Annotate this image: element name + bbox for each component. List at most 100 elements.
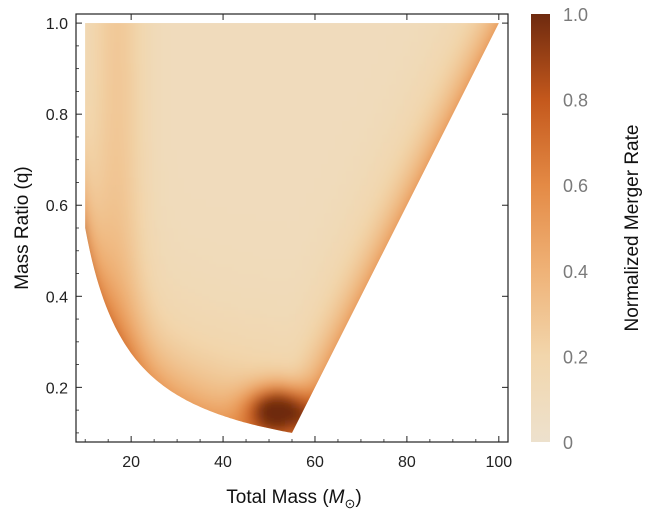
heatmap-cell (85, 92, 91, 101)
heatmap-cell (493, 249, 499, 258)
heatmap-cell (356, 299, 365, 308)
heatmap-cell (335, 356, 343, 365)
heatmap-cell (220, 149, 228, 158)
heatmap-cell (421, 213, 430, 222)
heatmap-cell (464, 370, 473, 379)
heatmap-cell (493, 199, 499, 208)
heatmap-cell (392, 220, 401, 229)
heatmap-cell (85, 192, 91, 201)
heatmap-cell (328, 99, 336, 108)
heatmap-cell (392, 292, 401, 300)
heatmap-cell (148, 14, 156, 22)
heatmap-cell (400, 199, 408, 208)
heatmap-cell (263, 399, 271, 407)
heatmap-cell (328, 242, 336, 250)
heatmap-cell (328, 206, 336, 215)
heatmap-cell (385, 220, 394, 229)
heatmap-cell (155, 285, 163, 293)
heatmap-cell (349, 320, 358, 329)
heatmap-cell (393, 14, 401, 22)
heatmap-cell (335, 242, 343, 250)
heatmap-cell (342, 363, 351, 372)
heatmap-cell (284, 235, 293, 243)
heatmap-cell (148, 228, 156, 236)
heatmap-cell (140, 135, 149, 143)
heatmap-cell (212, 185, 221, 193)
heatmap-cell (378, 170, 387, 179)
heatmap-cell (464, 270, 473, 279)
heatmap-cell (328, 420, 336, 429)
heatmap-cell (277, 56, 286, 65)
heatmap-cell (436, 63, 444, 72)
heatmap-cell (234, 78, 243, 86)
heatmap-cell (328, 113, 336, 122)
heatmap-cell (335, 78, 343, 86)
heatmap-cell (256, 420, 264, 429)
heatmap-cell (220, 242, 228, 250)
heatmap-cell (457, 377, 466, 386)
heatmap-cell (414, 121, 423, 129)
heatmap-cell (392, 327, 401, 336)
heatmap-cell (148, 106, 156, 115)
heatmap-cell (421, 320, 430, 329)
heatmap-cell (205, 185, 214, 193)
heatmap-cell (234, 185, 243, 193)
heatmap-cell (104, 135, 113, 143)
heatmap-cell (256, 23, 264, 29)
heatmap-cell (97, 299, 106, 308)
heatmap-cell (450, 85, 459, 94)
heatmap-cell (486, 199, 495, 208)
heatmap-cell (248, 199, 257, 208)
heatmap-cell (263, 149, 271, 158)
heatmap-cell (299, 23, 307, 29)
heatmap-cell (112, 392, 120, 400)
heatmap-cell (479, 384, 487, 393)
heatmap-cell (212, 249, 221, 258)
heatmap-cell (328, 320, 336, 329)
heatmap-cell (421, 63, 430, 72)
heatmap-cell (169, 142, 178, 151)
heatmap-cell (320, 384, 329, 393)
heatmap-cell (464, 406, 473, 415)
heatmap-cell (306, 63, 315, 72)
heatmap-cell (277, 71, 286, 79)
heatmap-cell (486, 63, 495, 72)
heatmap-cell (407, 427, 415, 433)
heatmap-cell (457, 256, 466, 265)
heatmap-cell (241, 56, 250, 65)
heatmap-cell (407, 78, 415, 86)
heatmap-cell (443, 377, 451, 386)
heatmap-cell (364, 199, 372, 208)
heatmap-cell (378, 228, 387, 236)
heatmap-cell (457, 349, 466, 357)
heatmap-cell (450, 384, 459, 393)
heatmap-cell (241, 242, 250, 250)
heatmap-cell (263, 228, 271, 236)
heatmap-cell (443, 427, 451, 433)
heatmap-cell (306, 242, 315, 250)
heatmap-cell (119, 14, 127, 22)
heatmap-cell (169, 285, 178, 293)
heatmap-cell (220, 228, 228, 236)
heatmap-cell (212, 363, 221, 372)
heatmap-cell (169, 178, 178, 186)
heatmap-cell (464, 85, 473, 94)
heatmap-cell (112, 370, 120, 379)
heatmap-cell (421, 192, 430, 201)
heatmap-cell (328, 14, 336, 22)
heatmap-cell (414, 35, 423, 44)
heatmap-cell (104, 113, 113, 122)
heatmap-cell (176, 306, 185, 315)
heatmap-cell (76, 328, 84, 336)
heatmap-cell (176, 35, 185, 44)
heatmap-cell (335, 327, 343, 336)
heatmap-cell (400, 356, 408, 365)
heatmap-cell (234, 228, 243, 236)
heatmap-cell (320, 363, 329, 372)
heatmap-cell (277, 249, 286, 258)
heatmap-cell (284, 228, 293, 236)
heatmap-cell (270, 249, 279, 258)
heatmap-cell (85, 163, 91, 172)
heatmap-cell (220, 14, 228, 22)
heatmap-cell (270, 242, 279, 250)
